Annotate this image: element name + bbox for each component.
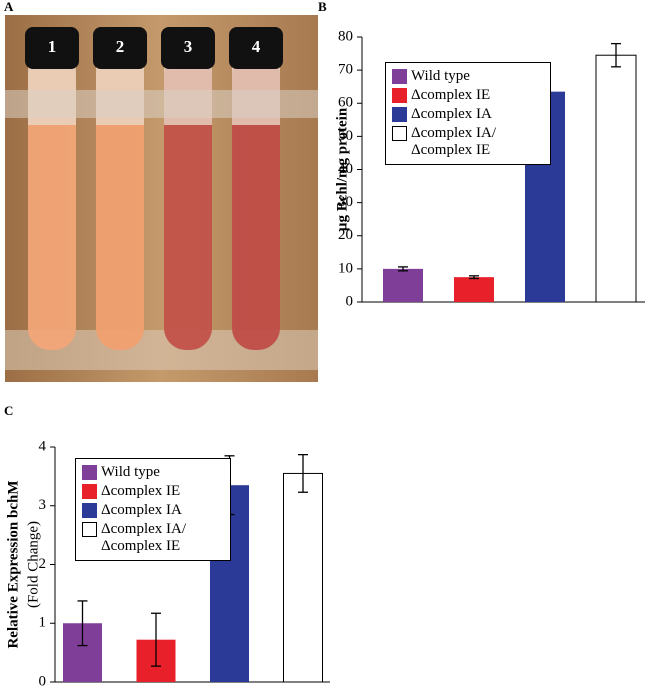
y-tick-label: 2 [39,556,47,572]
legend-entry: Wild type [392,68,544,85]
error-bar [611,42,621,68]
error-bar [77,600,88,647]
panel-label: B [318,0,327,14]
cap [25,27,79,69]
error-bar [469,275,479,280]
legend-label: Δcomplex IA/ Δcomplex IE [101,521,187,554]
panel-label: C [4,403,13,418]
y-tick-label: 40 [338,161,353,177]
y-axis-label: (Fold Change) [25,521,41,608]
legend-label: Δcomplex IE [101,483,181,499]
y-tick-label: 0 [346,293,354,309]
bar [454,277,494,302]
legend: Wild type Δcomplex IE Δcomplex IA Δcomplex … [385,62,551,165]
cap [229,27,283,69]
legend-swatch [392,107,407,122]
y-tick-label: 20 [338,227,353,243]
y-tick-label: 60 [338,95,353,111]
y-axis-label: Relative Expression bchM [5,480,21,648]
legend-label: Δcomplex IA [101,502,182,518]
legend-label: Wild type [411,68,470,84]
y-axis-label: µg Bchl/mg protein [334,107,350,231]
tube-label: 3 [184,37,193,56]
holder-band [5,90,318,118]
error-bar [398,266,408,272]
legend-entry: Δcomplex IA [82,502,224,519]
panel-label: A [4,0,14,14]
legend: Wild type Δcomplex IE Δcomplex IA Δcomplex … [75,458,231,561]
tube [164,55,212,350]
tube [28,55,76,350]
y-tick-label: 80 [338,28,353,44]
photo: 1 2 3 4 [5,15,318,382]
y-tick-label: 0 [39,673,47,687]
tube-label: 2 [116,37,125,56]
legend-entry: Δcomplex IA/ Δcomplex IE [392,125,544,159]
legend-entry: Δcomplex IE [82,483,224,500]
legend-label: Δcomplex IA/ Δcomplex IE [411,125,497,158]
tube [96,55,144,350]
legend-label: Wild type [101,464,160,480]
cap [161,27,215,69]
tube-label: 1 [48,37,57,56]
bar [595,54,637,303]
legend-swatch [82,484,97,499]
y-tick-label: 3 [39,497,47,513]
error-bar [151,612,161,667]
legend-swatch [392,88,407,103]
legend-swatch [392,69,407,84]
y-tick-label: 70 [338,62,353,78]
y-tick-label: 50 [338,128,353,144]
legend-entry: Δcomplex IA/ Δcomplex IE [82,521,224,555]
legend-swatch [82,465,97,480]
legend-label: Δcomplex IE [411,87,491,103]
y-tick-label: 10 [338,260,353,276]
legend-entry: Δcomplex IE [392,87,544,104]
error-bar [298,453,308,493]
bar [383,268,423,302]
legend-entry: Δcomplex IA [392,106,544,123]
legend-swatch [392,126,407,141]
y-tick-label: 4 [39,438,47,454]
legend-entry: Wild type [82,464,224,481]
legend-swatch [82,522,97,537]
bar [283,472,323,683]
y-tick-label: 30 [338,194,353,210]
legend-label: Δcomplex IA [411,106,492,122]
cap [93,27,147,69]
tube [232,55,280,350]
legend-swatch [82,503,97,518]
y-tick-label: 1 [39,615,47,631]
tube-label: 4 [252,37,261,56]
